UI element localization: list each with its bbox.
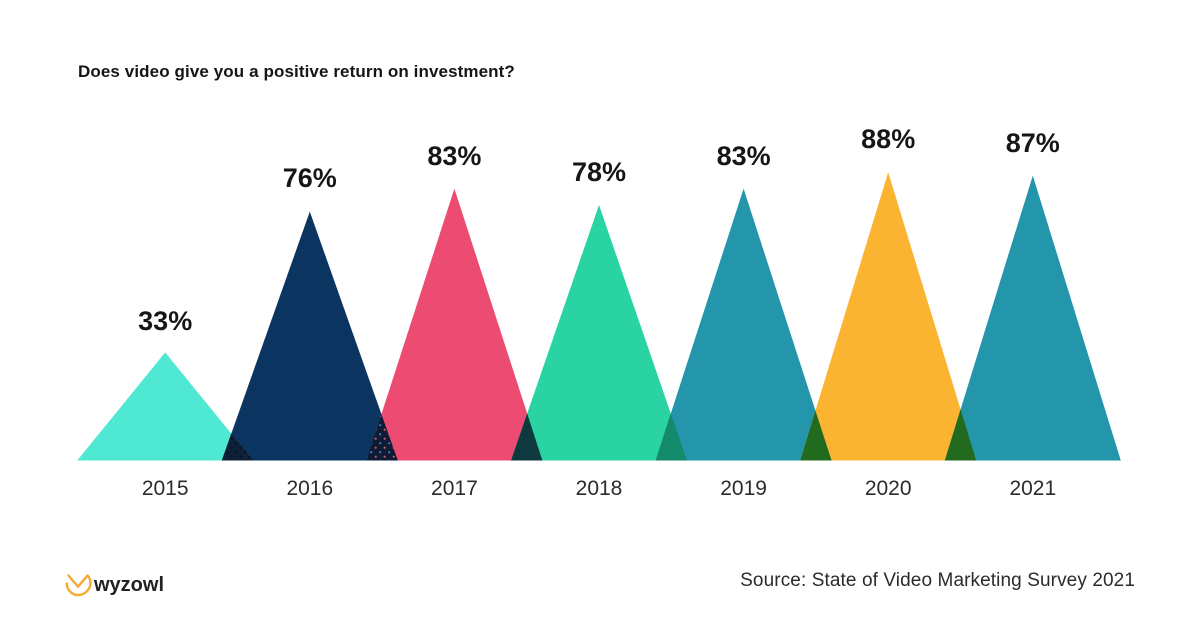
svg-text:wyzowl: wyzowl bbox=[93, 574, 164, 596]
